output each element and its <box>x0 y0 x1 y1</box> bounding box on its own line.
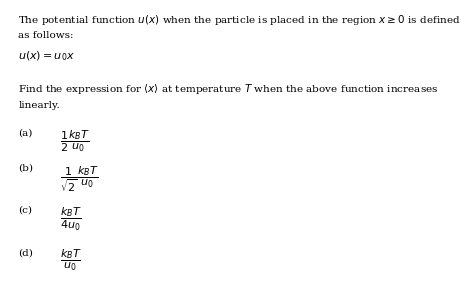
Text: Find the expression for $\langle x\rangle$ at temperature $T$ when the above fun: Find the expression for $\langle x\rangl… <box>18 82 439 96</box>
Text: (d): (d) <box>18 248 33 257</box>
Text: (c): (c) <box>18 206 32 215</box>
Text: linearly.: linearly. <box>18 101 60 110</box>
Text: (b): (b) <box>18 164 34 173</box>
Text: $\dfrac{1}{\sqrt{2}}\dfrac{k_B T}{u_0}$: $\dfrac{1}{\sqrt{2}}\dfrac{k_B T}{u_0}$ <box>60 164 99 194</box>
Text: $\dfrac{k_B T}{u_0}$: $\dfrac{k_B T}{u_0}$ <box>60 248 82 273</box>
Text: as follows:: as follows: <box>18 31 74 40</box>
Text: $\dfrac{k_B T}{4u_0}$: $\dfrac{k_B T}{4u_0}$ <box>60 206 82 233</box>
Text: (a): (a) <box>18 128 33 138</box>
Text: $u(x) = u_0 x$: $u(x) = u_0 x$ <box>18 50 76 63</box>
Text: The potential function $u(x)$ when the particle is placed in the region $x\geq 0: The potential function $u(x)$ when the p… <box>18 13 461 27</box>
Text: $\dfrac{1}{2}\dfrac{k_B T}{u_0}$: $\dfrac{1}{2}\dfrac{k_B T}{u_0}$ <box>60 128 90 154</box>
